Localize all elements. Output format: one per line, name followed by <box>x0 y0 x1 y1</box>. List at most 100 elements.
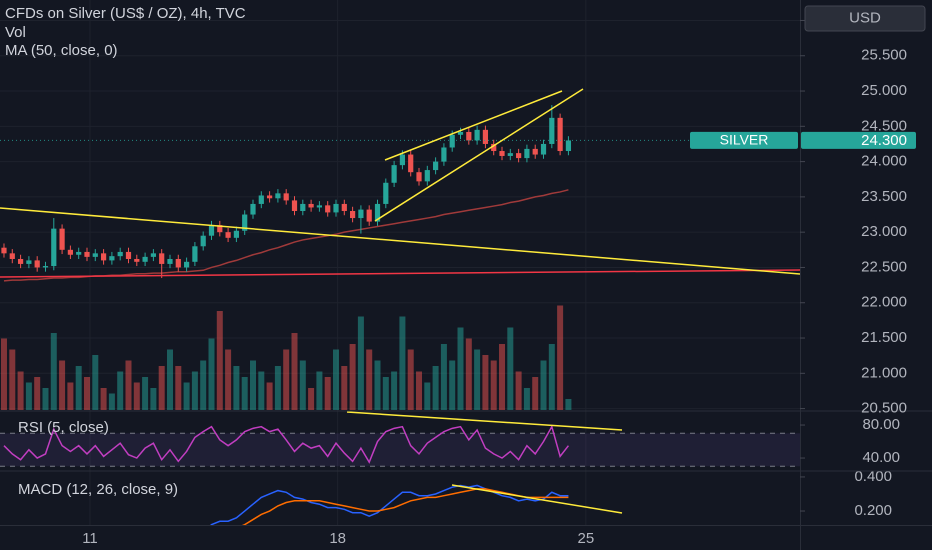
volume-legend: Vol <box>5 24 26 41</box>
y-tick-label: 24.500 <box>861 117 907 134</box>
candle-body <box>9 253 15 259</box>
volume-bar <box>92 355 99 410</box>
candle-body <box>242 214 248 231</box>
volume-bar <box>465 338 472 410</box>
candle-body <box>557 117 563 152</box>
candle-body <box>183 261 190 268</box>
y-tick-label: 0.400 <box>854 468 892 485</box>
candle-body <box>42 266 49 268</box>
volume-bar <box>266 382 273 410</box>
candle-body <box>499 151 505 156</box>
volume-bar <box>75 366 82 410</box>
volume-bar <box>216 311 223 410</box>
indicator-line <box>210 484 569 525</box>
candle-body <box>341 203 347 211</box>
volume-bar <box>125 360 132 410</box>
currency-button[interactable] <box>804 5 926 32</box>
candle-body <box>233 230 239 238</box>
candle-body <box>84 251 90 257</box>
rsi-divergence-line <box>346 411 623 431</box>
candle-body <box>92 253 98 257</box>
macd-legend: MACD (12, 26, close, 9) <box>18 481 178 498</box>
volume-bar <box>50 333 57 410</box>
volume-bar <box>457 327 464 410</box>
volume-bar <box>540 360 547 410</box>
candle-body <box>424 170 430 182</box>
volume-bar <box>432 366 439 410</box>
volume-bar <box>449 360 456 410</box>
x-tick-label: 18 <box>329 530 346 547</box>
volume-bar <box>274 366 281 410</box>
candle-body <box>383 182 389 204</box>
candle-body <box>474 129 480 141</box>
candle-body <box>17 258 24 264</box>
candle-body <box>300 203 306 211</box>
candle-body <box>399 154 406 166</box>
volume-bar <box>324 377 331 410</box>
rsi-legend: RSI (5, close) <box>18 419 109 436</box>
candle-body <box>167 258 173 264</box>
x-tick-label: 11 <box>82 530 98 547</box>
volume-bar <box>499 344 506 410</box>
y-tick-label: 24.000 <box>861 153 907 170</box>
volume-bar <box>42 388 49 410</box>
volume-bar <box>565 399 572 410</box>
wedge-upper-line <box>384 90 563 161</box>
volume-bar <box>291 333 298 410</box>
symbol-tag <box>690 131 798 149</box>
candle-body <box>516 153 522 159</box>
candle-body <box>449 134 455 148</box>
x-tick-label: 25 <box>578 530 595 547</box>
volume-bar <box>482 355 489 410</box>
y-tick-label: 21.000 <box>861 364 907 381</box>
candle-body <box>532 148 538 155</box>
volume-bar <box>166 349 173 410</box>
volume-bar <box>416 371 423 410</box>
trend-line <box>0 207 801 275</box>
candle-body <box>408 154 414 173</box>
candle-body <box>565 140 572 152</box>
volume-bar <box>366 349 373 410</box>
last-price-label: 24.300 <box>861 132 907 149</box>
candle-body <box>142 256 148 262</box>
volume-bar <box>523 388 530 410</box>
candle-body <box>125 251 132 259</box>
candle-body <box>175 258 181 268</box>
candle-body <box>457 131 464 135</box>
candle-body <box>225 232 231 238</box>
volume-bar <box>399 316 406 410</box>
volume-bar <box>241 377 248 410</box>
y-tick-label: 22.500 <box>861 258 907 275</box>
chart-title: CFDs on Silver (US$ / OZ), 4h, TVC <box>5 5 246 22</box>
candle-body <box>482 129 489 144</box>
candle-body <box>374 203 381 222</box>
currency-label[interactable]: USD <box>849 9 881 26</box>
rsi-band <box>0 433 800 467</box>
volume-bar <box>183 382 190 410</box>
candle-body <box>250 203 256 215</box>
y-tick-label: 25.000 <box>861 82 907 99</box>
volume-bar <box>316 371 323 410</box>
volume-bar <box>440 344 447 410</box>
y-tick-label: 40.00 <box>862 449 900 466</box>
volume-bar <box>507 327 514 410</box>
candle-body <box>109 256 115 261</box>
volume-bar <box>158 366 165 410</box>
y-tick-label: 22.000 <box>861 294 907 311</box>
volume-bar <box>175 366 182 410</box>
volume-bar <box>25 382 32 410</box>
volume-bar <box>225 349 232 410</box>
candle-body <box>266 195 273 199</box>
y-tick-label: 20.500 <box>861 400 907 417</box>
indicator-line <box>3 424 570 464</box>
volume-bar <box>191 371 198 410</box>
candle-body <box>67 249 73 255</box>
volume-bar <box>532 377 539 410</box>
volume-bar <box>333 349 340 410</box>
volume-bar <box>59 360 66 410</box>
candle-body <box>391 165 397 183</box>
volume-bar <box>142 377 149 410</box>
y-tick-label: 23.500 <box>861 188 907 205</box>
y-tick-label: 21.500 <box>861 329 907 346</box>
last-price-tag <box>801 131 916 149</box>
